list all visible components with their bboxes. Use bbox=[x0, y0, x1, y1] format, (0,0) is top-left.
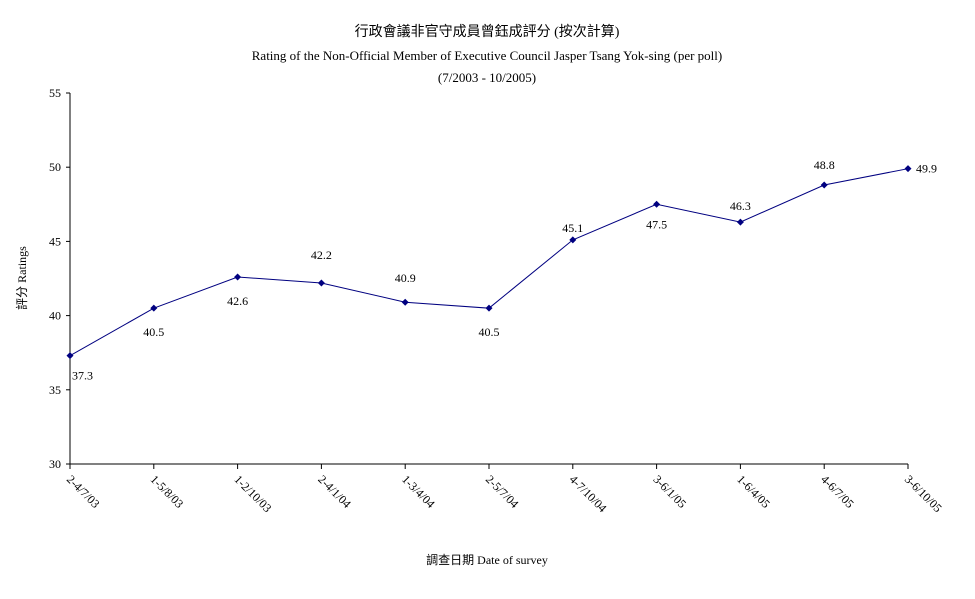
data-label: 46.3 bbox=[730, 199, 751, 213]
x-tick-label: 1-5/8/03 bbox=[148, 472, 187, 511]
x-tick-label: 3-6/10/05 bbox=[902, 472, 945, 515]
x-axis-label: 調查日期 Date of survey bbox=[426, 553, 548, 567]
data-point bbox=[569, 236, 577, 244]
y-tick-label: 50 bbox=[49, 160, 61, 174]
data-point bbox=[653, 200, 661, 208]
data-label: 48.8 bbox=[814, 158, 835, 172]
data-point bbox=[736, 218, 744, 226]
x-tick-label: 2-4/1/04 bbox=[315, 472, 354, 511]
chart-subtitle: Rating of the Non-Official Member of Exe… bbox=[252, 48, 723, 63]
x-tick-label: 4-7/10/04 bbox=[567, 472, 610, 515]
x-tick-label: 1-3/4/04 bbox=[399, 472, 438, 511]
y-tick-label: 30 bbox=[49, 457, 61, 471]
data-label: 42.6 bbox=[227, 294, 248, 308]
data-label: 42.2 bbox=[311, 248, 332, 262]
data-point bbox=[317, 279, 325, 287]
chart-date-range: (7/2003 - 10/2005) bbox=[438, 70, 536, 85]
data-label: 45.1 bbox=[562, 221, 583, 235]
data-point bbox=[820, 181, 828, 189]
x-tick-label: 4-6/7/05 bbox=[818, 472, 857, 511]
y-tick-label: 35 bbox=[49, 383, 61, 397]
data-label: 37.3 bbox=[72, 369, 93, 383]
data-marks: 37.3 40.5 42.6 42.2 40.9 40.5 45.1 47.5 46.3 48.8… bbox=[66, 158, 937, 383]
x-tick-label: 1-2/10/03 bbox=[231, 472, 274, 515]
data-label: 40.9 bbox=[395, 271, 416, 285]
data-point bbox=[401, 298, 409, 306]
data-point bbox=[66, 352, 74, 360]
y-tick-label: 55 bbox=[49, 86, 61, 100]
axes: 30 35 40 45 50 55 2-4/7/03 1-5/8/03 1-2/10/03 2-4… bbox=[49, 86, 945, 515]
x-tick-label: 2-5/7/04 bbox=[483, 472, 522, 511]
data-point bbox=[904, 165, 912, 173]
data-label: 40.5 bbox=[479, 325, 500, 339]
y-tick-label: 40 bbox=[49, 309, 61, 323]
y-tick-label: 45 bbox=[49, 234, 61, 248]
y-axis-label: 評分 Ratings bbox=[14, 246, 29, 310]
data-point bbox=[234, 273, 242, 281]
chart-title: 行政會議非官守成員曾鈺成評分 (按次計算) bbox=[355, 23, 620, 40]
data-point bbox=[485, 304, 493, 312]
data-label: 49.9 bbox=[916, 162, 937, 176]
data-point bbox=[150, 304, 158, 312]
data-label: 47.5 bbox=[646, 217, 667, 231]
x-tick-label: 1-6/4/05 bbox=[734, 472, 773, 511]
x-tick-label: 3-6/1/05 bbox=[650, 472, 689, 511]
data-label: 40.5 bbox=[143, 325, 164, 339]
x-tick-label: 2-4/7/03 bbox=[64, 472, 103, 511]
